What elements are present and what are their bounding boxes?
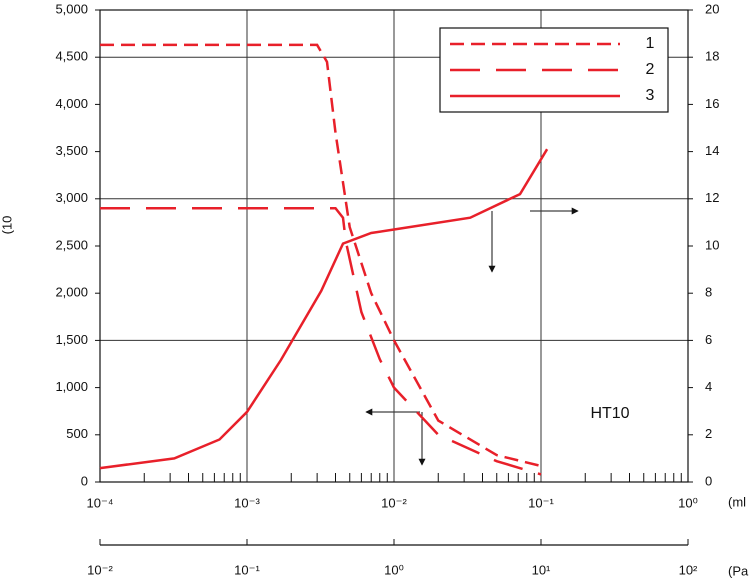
y-tick-label: 4,000 xyxy=(55,96,88,111)
y2-tick-label: 2 xyxy=(705,426,712,441)
x2-tick-label: 10¹ xyxy=(532,562,551,577)
x-axis-label: (ml xyxy=(728,494,746,509)
y-tick-label: 0 xyxy=(81,473,88,488)
y-axis-label: (10 xyxy=(0,216,14,235)
x-tick-label: 10⁻² xyxy=(381,495,407,510)
x-tick-label: 10⁻¹ xyxy=(528,495,554,510)
x-tick-label: 10⁻³ xyxy=(234,495,260,510)
x-tick-label: 10⁻⁴ xyxy=(87,495,114,510)
series-line xyxy=(99,148,549,470)
x2-axis-label: (Pa xyxy=(728,563,749,578)
y2-tick-label: 18 xyxy=(705,49,719,64)
y-tick-label: 2,000 xyxy=(55,285,88,300)
x2-tick-label: 10⁻² xyxy=(87,562,113,577)
y2-tick-label: 8 xyxy=(705,285,712,300)
y-tick-label: 1,000 xyxy=(55,379,88,394)
y2-tick-label: 14 xyxy=(705,143,719,158)
y2-tick-label: 4 xyxy=(705,379,712,394)
series-line xyxy=(100,43,542,468)
legend-label: 2 xyxy=(646,61,655,78)
y-tick-label: 1,500 xyxy=(55,332,88,347)
legend: 1 2 3 xyxy=(439,27,669,113)
legend-label: 1 xyxy=(646,35,655,52)
y-tick-label: 500 xyxy=(66,426,88,441)
series-line xyxy=(100,206,542,476)
y-tick-label: 3,000 xyxy=(55,190,88,205)
y-tick-label: 4,500 xyxy=(55,49,88,64)
annotation: HT10 xyxy=(590,405,629,422)
y2-tick-label: 12 xyxy=(705,190,719,205)
y-tick-label: 5,000 xyxy=(55,1,88,16)
arrows xyxy=(365,207,579,466)
x2-tick-label: 10² xyxy=(679,562,698,577)
x-tick-label: 10⁰ xyxy=(678,495,698,510)
x2-tick-label: 10⁻¹ xyxy=(234,562,260,577)
y-tick-label: 3,500 xyxy=(55,143,88,158)
y2-tick-label: 16 xyxy=(705,96,719,111)
legend-label: 3 xyxy=(646,87,655,104)
y-tick-label: 2,500 xyxy=(55,237,88,252)
x2-tick-label: 10⁰ xyxy=(384,562,404,577)
y2-tick-label: 10 xyxy=(705,237,719,252)
y2-tick-label: 0 xyxy=(705,473,712,488)
y2-tick-label: 6 xyxy=(705,332,712,347)
y2-tick-label: 20 xyxy=(705,1,719,16)
